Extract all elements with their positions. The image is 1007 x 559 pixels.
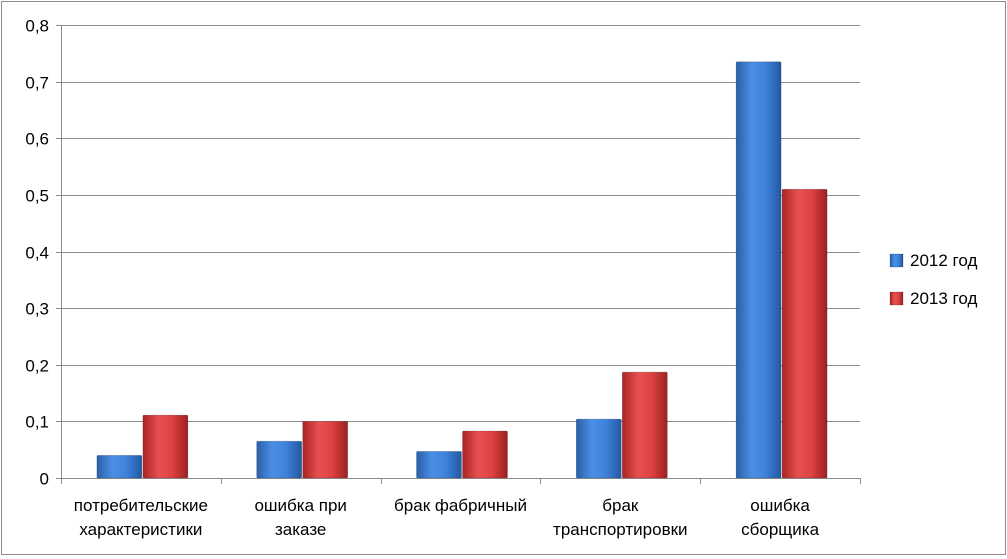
- bars: [96, 61, 828, 479]
- bar-series2: [302, 421, 349, 479]
- axes: [56, 25, 861, 484]
- y-tick-label: 0: [40, 470, 49, 489]
- y-tick-label: 0,7: [25, 74, 49, 93]
- y-axis-tick-labels: 0 0,1 0,2 0,3 0,4 0,5 0,6 0,7 0,8: [25, 17, 49, 489]
- x-category-label: ошибка сборщика: [741, 496, 819, 539]
- legend-label: 2012 год: [910, 251, 977, 270]
- bar-series2: [621, 371, 668, 479]
- y-tick-label: 0,1: [25, 413, 49, 432]
- bar-series1: [735, 61, 782, 479]
- x-axis-category-labels: потребительские характеристики ошибка при з…: [74, 496, 820, 539]
- x-category-label: брак транспортировки: [553, 496, 687, 539]
- x-category-label: ошибка при заказе: [254, 496, 346, 539]
- legend: 2012 год 2013 год: [889, 251, 977, 308]
- y-tick-label: 0,5: [25, 187, 49, 206]
- legend-label: 2013 год: [910, 289, 977, 308]
- legend-swatch: [889, 253, 904, 268]
- gridlines: [61, 25, 860, 422]
- y-tick-label: 0,6: [25, 130, 49, 149]
- bar-series1: [256, 440, 302, 479]
- y-tick-label: 0,8: [25, 17, 49, 36]
- y-tick-label: 0,4: [25, 244, 49, 263]
- x-category-label: брак фабричный: [394, 496, 527, 515]
- bar-series2: [142, 414, 189, 479]
- bar-series1: [416, 451, 462, 479]
- y-tick-label: 0,3: [25, 300, 49, 319]
- x-category-label: потребительские характеристики: [74, 496, 208, 539]
- bar-series1: [96, 455, 143, 479]
- bar-series1: [575, 418, 622, 479]
- bar-series2: [781, 188, 828, 479]
- bar-series2: [462, 430, 508, 479]
- legend-swatch: [889, 291, 904, 306]
- y-tick-label: 0,2: [25, 357, 49, 376]
